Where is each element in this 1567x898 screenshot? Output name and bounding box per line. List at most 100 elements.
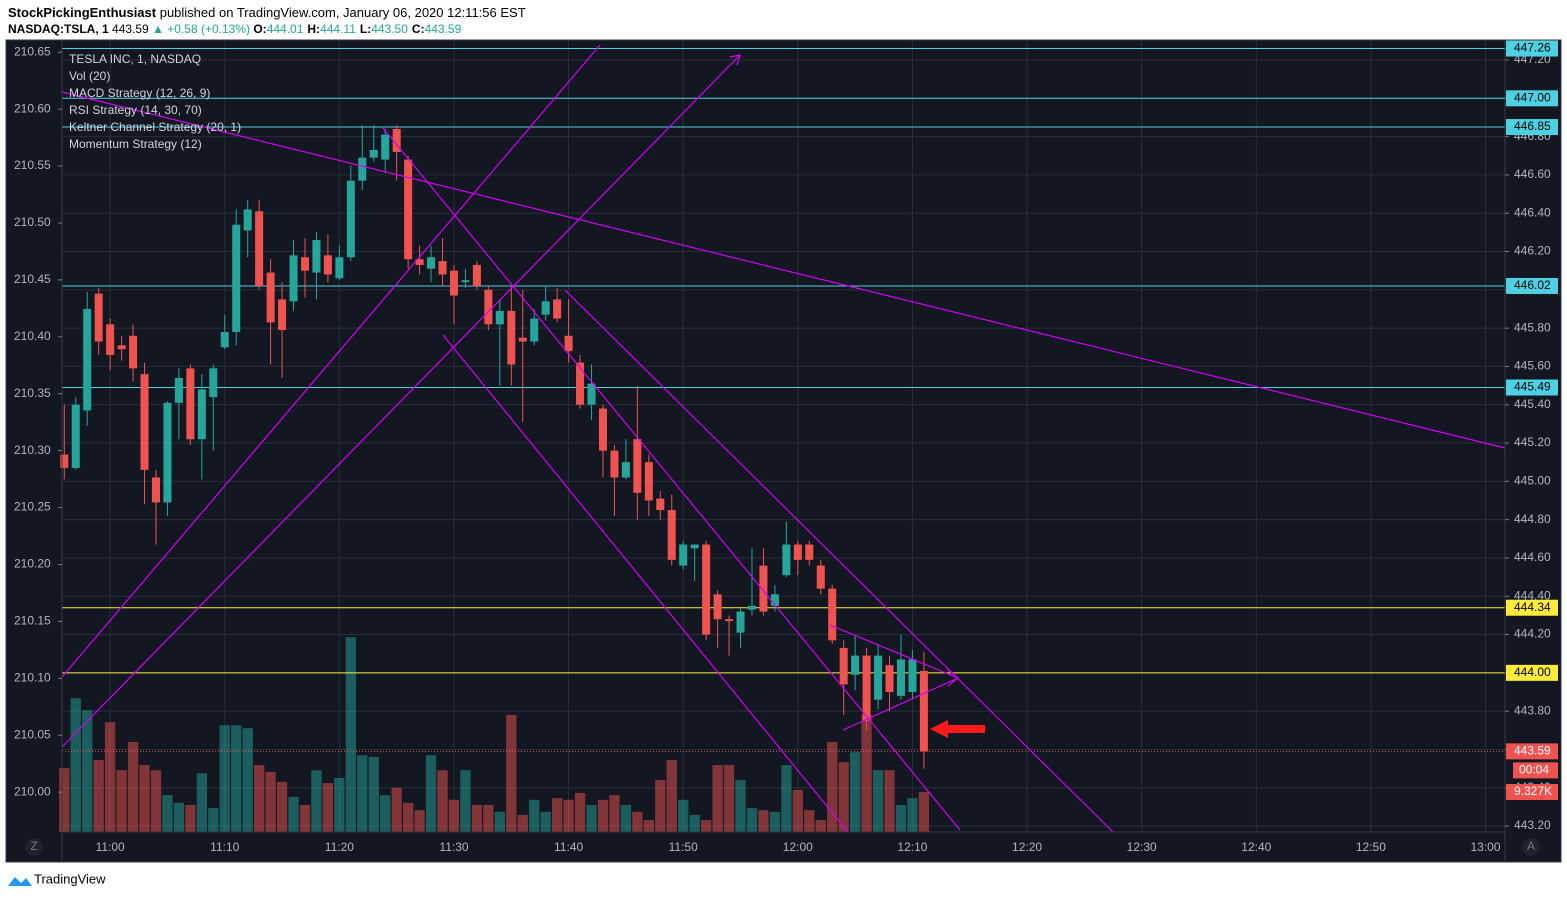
volume-bar [700, 819, 712, 832]
candle-body [702, 544, 711, 635]
legend-entry: Momentum Strategy (12) [69, 137, 202, 151]
volume-bar [253, 765, 265, 832]
level-badge [1506, 119, 1558, 136]
volume-bar [689, 814, 700, 832]
zoom-button[interactable] [25, 838, 43, 856]
candle-body [736, 611, 745, 633]
zoom-button-label[interactable]: Z [30, 839, 37, 853]
volume-badge [1506, 783, 1558, 800]
volume-bar [104, 722, 116, 832]
level-label: 447.26 [1514, 41, 1551, 55]
volume-bar [895, 804, 907, 832]
y-tick-label: 443.80 [1514, 703, 1551, 717]
red-arrow [930, 720, 985, 738]
y-tick-label: 443.20 [1514, 818, 1551, 832]
trendline [61, 91, 1506, 449]
volume-bar [781, 765, 792, 832]
level-badge [1506, 40, 1558, 57]
candle-body [805, 544, 814, 560]
ohlc-value: 444.11 [320, 22, 356, 36]
x-tick-label: 12:50 [1356, 840, 1386, 854]
trendline [442, 334, 849, 833]
volume-bar [414, 810, 425, 832]
y-tick-label: 445.60 [1514, 359, 1551, 373]
candle-body [151, 477, 160, 503]
level-label: 445.49 [1514, 380, 1551, 394]
volume-bar [712, 765, 723, 832]
ohlc-value: 443.59 [424, 22, 462, 36]
auto-button[interactable] [1522, 838, 1540, 856]
volume-bar [884, 770, 895, 832]
volume-bar [483, 804, 494, 832]
volume-label: 9.327K [1514, 784, 1552, 798]
volume-bar [849, 752, 861, 832]
candle-body [908, 659, 917, 693]
y-tick-label: 444.60 [1514, 550, 1551, 564]
candle-body [312, 240, 321, 273]
candle-body [484, 289, 493, 325]
published: published on TradingView.com, January 06… [159, 5, 526, 20]
x-tick-label: 13:00 [1470, 840, 1500, 854]
chart-background [5, 39, 1562, 863]
level-badge [1506, 277, 1558, 294]
volume-bar [529, 799, 540, 832]
x-tick-label: 11:10 [210, 840, 239, 854]
volume-bar [368, 756, 379, 832]
change: ▲ +0.58 (+0.13%) [152, 22, 250, 36]
volume-bar [150, 770, 162, 832]
candle-body [358, 157, 367, 181]
candle-body [633, 439, 642, 493]
candle-body [300, 257, 309, 271]
y2-tick-label: 210.20 [14, 557, 51, 571]
trendline [61, 54, 741, 748]
publisher: StockPickingEnthusiast [8, 5, 157, 20]
ohlc-label: L: [359, 22, 372, 36]
volume-bar [93, 759, 104, 832]
level-badge [1506, 90, 1558, 107]
y-tick-label: 445.80 [1514, 320, 1551, 334]
volume-bar [918, 791, 930, 832]
trendline-arrow [947, 669, 959, 687]
volume-bar [437, 770, 448, 832]
y2-tick-label: 210.45 [14, 272, 51, 286]
volume-bar [735, 780, 746, 832]
volume-bar [494, 811, 505, 832]
level-label: 444.00 [1514, 665, 1551, 679]
volume-bar [655, 780, 666, 832]
candle-body [564, 335, 573, 352]
y-tick-label: 444.80 [1514, 512, 1551, 526]
y2-tick-label: 210.35 [14, 386, 51, 400]
candle-body [323, 255, 332, 275]
y-tick-label: 446.40 [1514, 205, 1551, 219]
candle-body [117, 345, 126, 350]
volume-bar [380, 795, 391, 832]
ohlc-label: H: [307, 22, 321, 36]
y2-tick-label: 210.65 [14, 44, 51, 58]
symbol: NASDAQ:TSLA, 1 [8, 22, 109, 36]
volume-bar [276, 781, 288, 832]
candle-body [255, 211, 264, 286]
volume-bar [620, 804, 632, 832]
volume-bar [597, 799, 609, 832]
candle-body [186, 368, 195, 440]
volume-bar [162, 795, 173, 832]
candle-body [576, 362, 585, 405]
candle-body [197, 389, 206, 440]
volume-bar [127, 741, 139, 832]
level-badge [1506, 379, 1558, 396]
x-tick-label: 12:10 [897, 840, 927, 854]
trendline [842, 677, 959, 731]
trendline [61, 44, 601, 678]
volume-bar [242, 728, 253, 832]
volume-bar [402, 802, 414, 832]
y-tick-label: 446.60 [1514, 167, 1551, 181]
candle-body [770, 594, 779, 606]
candle-body [232, 224, 241, 332]
legend-entry: TESLA INC, 1, NASDAQ [69, 52, 201, 66]
candle-body [461, 280, 470, 283]
volume-bar [574, 792, 586, 832]
legend-entry: MACD Strategy (12, 26, 9) [69, 86, 210, 100]
candle-body [896, 659, 905, 696]
auto-button-label[interactable]: A [1527, 839, 1535, 853]
candle-body [530, 318, 539, 342]
